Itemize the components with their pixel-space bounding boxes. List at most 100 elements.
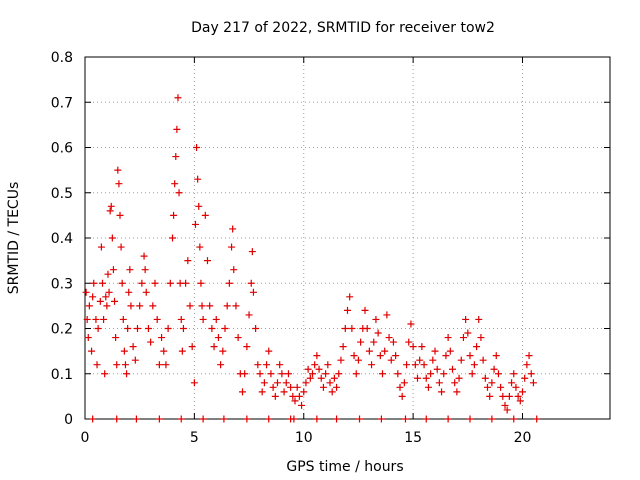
data-point <box>141 266 149 274</box>
data-point <box>174 94 182 102</box>
data-point <box>300 388 308 396</box>
axis-ticks: 0 0.1 0.2 0.3 0.4 0.5 0.6 0.7 0.8 0 5 10 15 20 <box>51 50 610 446</box>
baseline-marker <box>488 415 496 423</box>
data-point <box>221 325 229 332</box>
data-point <box>267 370 275 378</box>
data-point <box>177 315 185 323</box>
data-point <box>324 361 332 369</box>
y-tick-label: 0 <box>64 412 73 428</box>
data-point <box>210 343 218 351</box>
data-point <box>208 325 216 332</box>
data-point <box>100 315 108 323</box>
data-point <box>247 279 255 287</box>
x-tick-label: 15 <box>404 430 422 446</box>
data-point <box>449 365 456 373</box>
data-point <box>97 243 105 251</box>
data-point <box>184 257 192 265</box>
data-point <box>352 370 360 378</box>
data-point <box>505 392 513 400</box>
data-points <box>82 94 541 423</box>
baseline-marker <box>533 415 541 423</box>
data-point <box>105 288 113 296</box>
data-point <box>151 279 159 287</box>
data-point <box>197 279 205 287</box>
data-point <box>453 388 461 396</box>
data-point <box>230 266 238 274</box>
data-point <box>212 315 220 323</box>
data-point <box>350 352 358 360</box>
data-point <box>529 379 537 387</box>
baseline-marker <box>113 415 121 423</box>
data-point <box>416 356 424 364</box>
data-point <box>126 266 134 274</box>
x-tick-label: 10 <box>295 430 313 446</box>
data-point <box>88 347 96 355</box>
baseline-marker <box>333 415 341 423</box>
data-point <box>317 374 325 382</box>
baseline-marker <box>466 415 474 423</box>
data-point <box>225 279 233 287</box>
x-tick-label: 20 <box>514 430 532 446</box>
data-point <box>306 374 314 382</box>
data-point <box>101 370 109 378</box>
data-point <box>427 370 435 378</box>
data-point <box>497 383 505 391</box>
data-point <box>249 288 257 296</box>
data-point <box>394 370 402 378</box>
data-point <box>204 257 211 265</box>
data-point <box>282 379 290 387</box>
data-point <box>265 347 273 355</box>
data-point <box>129 343 137 351</box>
data-point <box>379 370 386 378</box>
data-point <box>333 383 341 391</box>
data-point <box>83 315 91 323</box>
data-point <box>104 270 112 278</box>
baseline-marker <box>313 415 321 423</box>
data-point <box>376 352 384 360</box>
data-point <box>339 343 347 351</box>
data-point <box>147 338 155 346</box>
baseline-marker <box>177 415 185 423</box>
data-point <box>258 388 266 396</box>
data-point <box>438 388 446 396</box>
data-point <box>92 315 100 323</box>
data-point <box>89 293 97 301</box>
data-point <box>178 347 186 355</box>
data-point <box>514 392 522 400</box>
data-point <box>462 315 470 323</box>
data-point <box>84 334 92 342</box>
data-point <box>337 356 345 364</box>
data-point <box>134 325 141 332</box>
data-point <box>405 338 413 346</box>
data-point <box>284 370 292 378</box>
data-point <box>116 211 124 219</box>
data-point <box>348 325 356 332</box>
data-point <box>477 334 485 342</box>
data-point <box>468 370 476 378</box>
data-point <box>198 302 206 310</box>
data-point <box>516 397 524 405</box>
data-point <box>199 315 207 323</box>
y-tick-label: 0.1 <box>51 367 73 383</box>
data-point <box>490 365 498 373</box>
data-point <box>166 279 174 287</box>
data-point <box>414 374 421 382</box>
data-point <box>304 365 312 373</box>
baseline-marker <box>199 415 207 423</box>
data-point <box>263 361 271 369</box>
data-point <box>175 189 183 197</box>
data-point <box>103 302 111 310</box>
data-point <box>508 379 516 387</box>
data-point <box>328 388 336 396</box>
data-point <box>315 365 323 373</box>
data-point <box>422 374 430 382</box>
data-point <box>435 379 443 387</box>
data-point <box>381 347 389 355</box>
data-point <box>179 325 187 332</box>
data-point <box>494 370 502 378</box>
data-point <box>239 388 246 396</box>
data-point <box>293 383 301 391</box>
grid-lines <box>85 57 610 419</box>
data-point <box>429 356 437 364</box>
data-point <box>521 374 529 382</box>
